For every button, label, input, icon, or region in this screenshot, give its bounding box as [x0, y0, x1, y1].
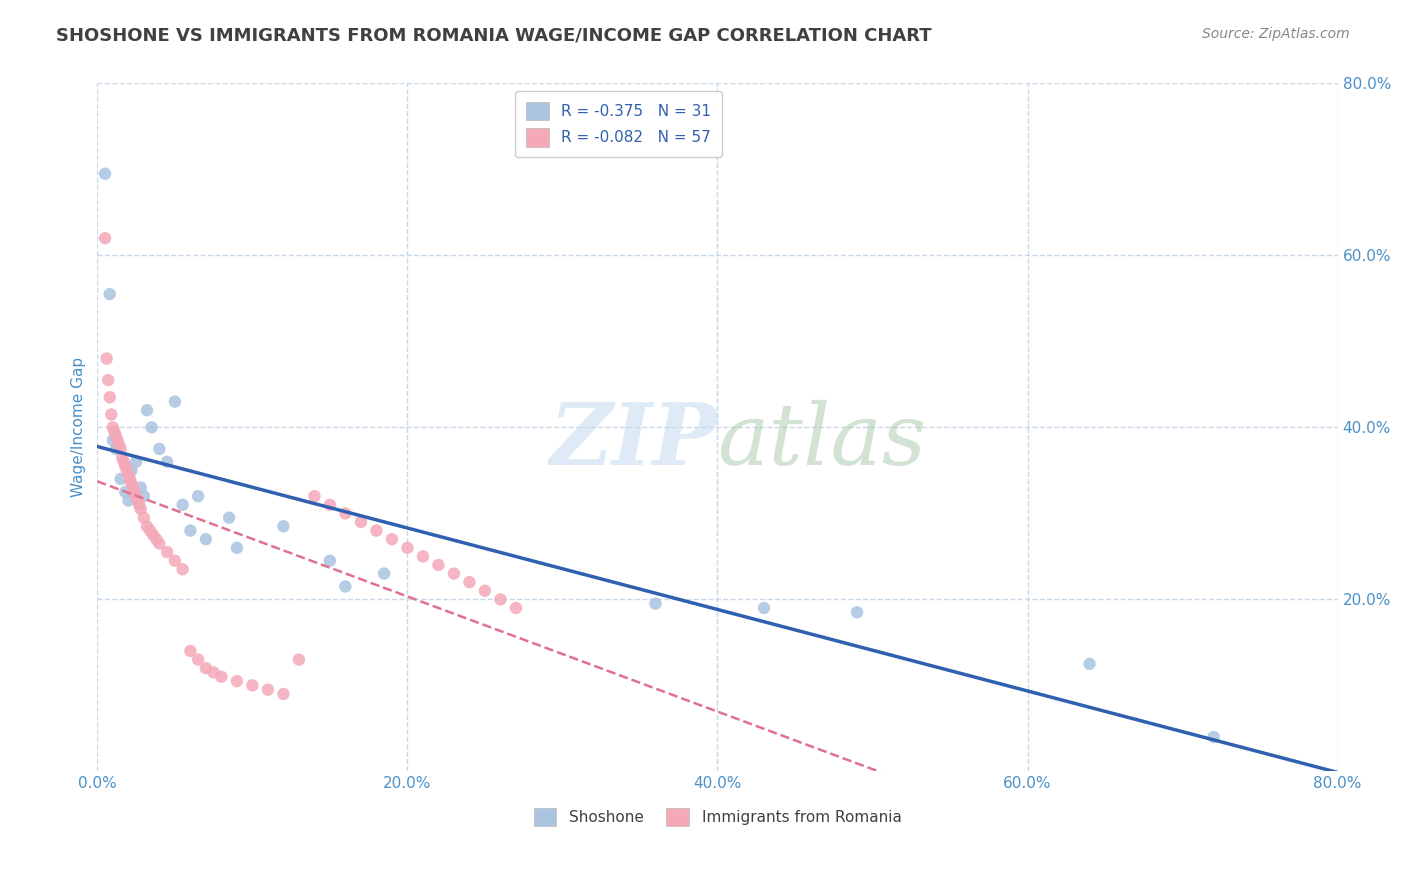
Point [319, 498, 342, 512]
Point [412, 549, 434, 564]
Point [115, 463, 138, 477]
Point [225, 541, 247, 555]
Point [103, 425, 125, 439]
Point [319, 554, 342, 568]
Point [218, 510, 240, 524]
Point [202, 665, 225, 680]
Point [187, 489, 209, 503]
Point [108, 437, 131, 451]
Point [142, 528, 165, 542]
Point [194, 661, 217, 675]
Point [179, 644, 201, 658]
Point [110, 472, 132, 486]
Text: ZIP: ZIP [550, 400, 717, 483]
Point [156, 455, 179, 469]
Point [107, 434, 129, 448]
Point [104, 429, 127, 443]
Point [752, 601, 775, 615]
Point [350, 515, 373, 529]
Point [257, 682, 280, 697]
Point [139, 524, 162, 538]
Point [132, 510, 155, 524]
Point [489, 592, 512, 607]
Point [120, 476, 142, 491]
Point [505, 601, 527, 615]
Point [145, 532, 167, 546]
Point [136, 403, 159, 417]
Point [148, 536, 170, 550]
Point [117, 493, 139, 508]
Y-axis label: Wage/Income Gap: Wage/Income Gap [72, 358, 86, 498]
Point [846, 605, 869, 619]
Point [112, 455, 135, 469]
Point [443, 566, 465, 581]
Point [373, 566, 395, 581]
Point [172, 498, 194, 512]
Point [104, 442, 127, 456]
Point [125, 455, 148, 469]
Point [101, 420, 124, 434]
Point [100, 408, 122, 422]
Point [427, 558, 450, 572]
Point [187, 652, 209, 666]
Point [98, 390, 121, 404]
Point [94, 167, 117, 181]
Point [127, 493, 149, 508]
Point [273, 519, 295, 533]
Point [209, 670, 232, 684]
Point [98, 287, 121, 301]
Point [225, 674, 247, 689]
Point [101, 434, 124, 448]
Point [458, 575, 481, 590]
Point [118, 472, 141, 486]
Point [288, 652, 311, 666]
Point [474, 583, 496, 598]
Point [125, 489, 148, 503]
Point [117, 467, 139, 482]
Point [1202, 730, 1225, 744]
Point [122, 481, 145, 495]
Point [94, 231, 117, 245]
Point [273, 687, 295, 701]
Point [644, 597, 666, 611]
Point [396, 541, 419, 555]
Point [194, 532, 217, 546]
Point [172, 562, 194, 576]
Point [163, 394, 186, 409]
Point [335, 579, 357, 593]
Point [129, 481, 152, 495]
Point [132, 489, 155, 503]
Point [136, 519, 159, 533]
Text: atlas: atlas [717, 400, 927, 483]
Point [366, 524, 388, 538]
Point [335, 507, 357, 521]
Point [96, 351, 118, 366]
Point [242, 678, 264, 692]
Point [148, 442, 170, 456]
Point [120, 463, 142, 477]
Point [111, 450, 134, 465]
Text: SHOSHONE VS IMMIGRANTS FROM ROMANIA WAGE/INCOME GAP CORRELATION CHART: SHOSHONE VS IMMIGRANTS FROM ROMANIA WAGE… [56, 27, 932, 45]
Text: Source: ZipAtlas.com: Source: ZipAtlas.com [1202, 27, 1350, 41]
Point [114, 484, 136, 499]
Point [381, 532, 404, 546]
Point [114, 459, 136, 474]
Point [110, 442, 132, 456]
Point [179, 524, 201, 538]
Point [97, 373, 120, 387]
Point [1078, 657, 1101, 671]
Point [141, 420, 163, 434]
Point [129, 502, 152, 516]
Point [128, 498, 150, 512]
Point [156, 545, 179, 559]
Point [304, 489, 326, 503]
Legend: Shoshone, Immigrants from Romania: Shoshone, Immigrants from Romania [527, 802, 908, 832]
Point [163, 554, 186, 568]
Point [124, 484, 146, 499]
